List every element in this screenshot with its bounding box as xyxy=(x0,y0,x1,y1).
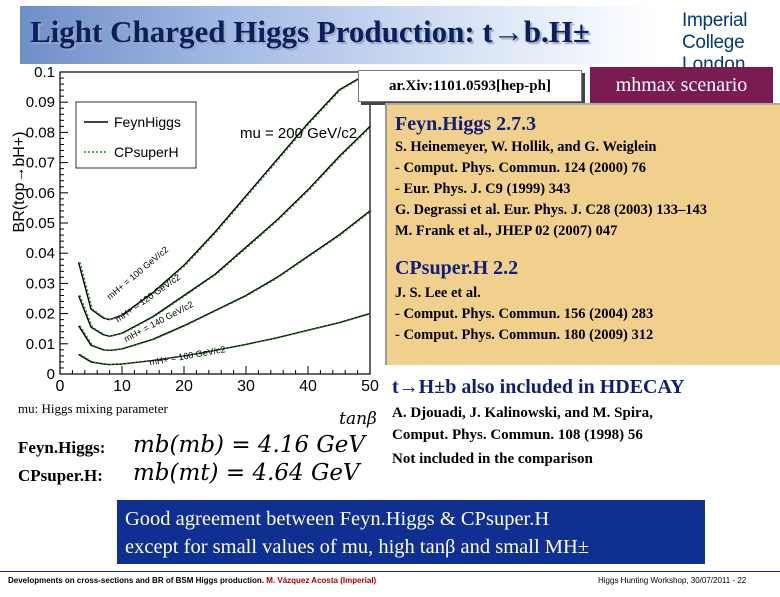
footer-divider xyxy=(0,571,780,572)
y-tick-label: 0.06 xyxy=(26,185,55,202)
feynhiggs-ref-line: G. Degrassi et al. Eur. Phys. J. C28 (20… xyxy=(395,202,708,218)
scenario-label: mhmax scenario xyxy=(590,67,773,103)
hdecay-line: A. Djouadi, J. Kalinowski, and M. Spira, xyxy=(392,405,653,421)
x-tick-label: 50 xyxy=(361,378,379,395)
y-tick-label: 0.07 xyxy=(26,155,55,172)
hdecay-heading: t→H±b also included in HDECAY xyxy=(392,376,685,398)
arxiv-reference: ar.Xiv:1101.0593[hep-ph] xyxy=(358,70,582,102)
feynhiggs-mb-equation: mb(mb) = 4.16 GeV xyxy=(133,432,366,458)
x-tick-label: 20 xyxy=(175,378,193,395)
x-tick-label: 0 xyxy=(56,378,65,395)
references-panel: Feyn.Higgs 2.7.3 S. Heinemeyer, W. Holli… xyxy=(385,103,780,365)
cpsuperh-mb-equation: mb(mt) = 4.64 GeV xyxy=(133,460,360,486)
br-plot: 0 0.01 0.02 0.03 0.04 0.05 0.06 0.07 0.08 0.09 0.1… xyxy=(11,64,379,429)
series-line-cpsuperh xyxy=(79,313,372,366)
hdecay-line: Comput. Phys. Commun. 108 (1998) 56 xyxy=(392,427,643,443)
mu-note: mu: Higgs mixing parameter xyxy=(18,401,168,416)
conclusion-line-2: except for small values of mu, high tanβ… xyxy=(125,536,590,558)
series-line-cpsuperh xyxy=(79,210,372,352)
legend-box xyxy=(75,101,197,169)
y-tick-label: 0 xyxy=(47,366,55,383)
x-tick-label: 30 xyxy=(237,378,255,395)
conclusion-line-1: Good agreement between Feyn.Higgs & CPsu… xyxy=(125,508,550,530)
feynhiggs-ref-line: S. Heinemeyer, W. Hollik, and G. Weiglei… xyxy=(395,139,657,155)
y-tick-label: 0.09 xyxy=(26,94,55,111)
x-tick-label: 10 xyxy=(113,378,131,395)
hdecay-line: Not included in the comparison xyxy=(392,451,593,467)
series-line-cpsuperh xyxy=(79,125,372,337)
footer-talk-title: Developments on cross-sections and BR of… xyxy=(8,576,265,585)
imperial-college-logo: Imperial College London xyxy=(682,10,774,75)
cpsuperh-ref-line: - Comput. Phys. Commun. 180 (2009) 312 xyxy=(395,327,654,343)
feynhiggs-ref-line: - Comput. Phys. Commun. 124 (2000) 76 xyxy=(395,160,646,176)
feynhiggs-mb-label: Feyn.Higgs: xyxy=(18,438,106,457)
feynhiggs-ref-line: M. Frank et al., JHEP 02 (2007) 047 xyxy=(395,223,618,239)
y-tick-label: 0.05 xyxy=(26,215,55,232)
y-tick-label: 0.08 xyxy=(26,124,55,141)
x-axis-title: tanβ xyxy=(339,409,377,429)
series-line-feynhiggs xyxy=(78,210,371,352)
feynhiggs-ref-line: - Eur. Phys. J. C9 (1999) 343 xyxy=(395,181,571,197)
footer-author: M. Vázquez Acosta (Imperial) xyxy=(266,576,377,585)
cpsuperh-ref-line: - Comput. Phys. Commun. 156 (2004) 283 xyxy=(395,306,654,322)
footer-left: Developments on cross-sections and BR of… xyxy=(8,576,376,585)
y-tick-label: 0.1 xyxy=(34,64,55,81)
y-tick-label: 0.04 xyxy=(26,245,55,262)
cpsuperh-ref-line: J. S. Lee et al. xyxy=(395,285,481,301)
y-axis-title: BR(top→bH+) xyxy=(11,132,28,233)
x-tick-label: 40 xyxy=(299,378,317,395)
legend-label: FeynHiggs xyxy=(114,114,181,130)
slide-title: Light Charged Higgs Production: t→b.H± xyxy=(30,14,590,49)
series-line-feynhiggs xyxy=(77,71,371,321)
y-tick-label: 0.02 xyxy=(26,306,55,323)
cpsuperh-mb-label: CPsuper.H: xyxy=(18,466,103,485)
y-tick-label: 0.01 xyxy=(26,336,55,353)
series-line-feynhiggs xyxy=(77,125,371,338)
conclusion-box: Good agreement between Feyn.Higgs & CPsu… xyxy=(117,500,705,564)
footer-right: Higgs Hunting Workshop, 30/07/2011 - 22 xyxy=(598,576,747,585)
feynhiggs-heading: Feyn.Higgs 2.7.3 xyxy=(395,113,537,135)
cpsuperh-heading: CPsuper.H 2.2 xyxy=(395,257,519,279)
logo-line-1: Imperial College xyxy=(682,10,748,53)
title-banner xyxy=(20,6,660,64)
legend-label: CPsuperH xyxy=(114,144,179,160)
y-tick-label: 0.03 xyxy=(26,275,55,292)
